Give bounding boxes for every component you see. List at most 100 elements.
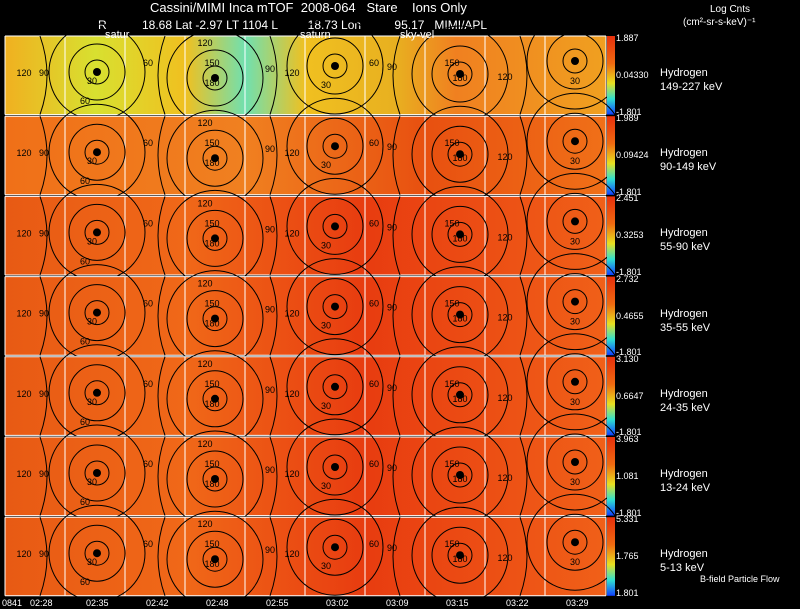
- contour-line: [526, 333, 624, 431]
- contour-label: 120: [497, 553, 512, 563]
- colorbar-max: 5.331: [616, 514, 639, 525]
- saturn-marker: [331, 222, 339, 231]
- contour-label: 90: [265, 305, 275, 315]
- contour-label: 60: [80, 417, 90, 427]
- info-r-label: R: [98, 18, 107, 32]
- saturn-marker: [93, 388, 101, 397]
- saturn-marker: [331, 463, 339, 471]
- contour-label: 60: [80, 337, 90, 347]
- contour-label: 150: [444, 58, 459, 68]
- contour-line: [157, 116, 166, 195]
- units-label-2: (cm²-sr-s-keV)⁻¹: [683, 17, 756, 28]
- contour-label: 150: [204, 539, 219, 549]
- contour-label: 120: [16, 68, 31, 78]
- saturn-marker: [571, 297, 579, 306]
- contour-line: [286, 17, 384, 115]
- contour-line: [286, 418, 384, 516]
- saturn-marker: [211, 154, 219, 163]
- contour-line: [306, 117, 364, 175]
- contour-line: [269, 116, 278, 195]
- contour-line: [431, 125, 489, 183]
- contour-label: 90: [265, 465, 275, 475]
- contour-line: [269, 276, 278, 356]
- contour-label: 150: [444, 138, 459, 148]
- contour-label: 90: [265, 224, 275, 234]
- contour-label: 90: [265, 64, 275, 74]
- colorbar-max: 2.451: [616, 193, 639, 204]
- contour-label: 150: [204, 138, 219, 148]
- contour-line: [202, 225, 228, 251]
- contour-label: 150: [204, 459, 219, 469]
- contour-label: 120: [16, 309, 31, 319]
- contour-line: [431, 366, 489, 424]
- colorbar-mid: 0.4655: [616, 310, 644, 321]
- colorbar-1: [607, 36, 615, 115]
- contour-line: [84, 300, 110, 326]
- x-tick-label: 02:48: [206, 598, 229, 608]
- saturn-marker: [331, 142, 339, 151]
- contour-line: [84, 540, 110, 566]
- contour-line: [519, 276, 528, 356]
- contour-label: 60: [80, 497, 90, 507]
- x-tick-label: 02:35: [86, 598, 109, 608]
- overlay-label: sky-vel: [400, 29, 434, 41]
- contour-label: 150: [204, 58, 219, 68]
- saturn-marker: [211, 74, 219, 82]
- contour-line: [269, 35, 278, 115]
- contour-label: 30: [570, 317, 580, 327]
- contour-label: 150: [444, 299, 459, 309]
- contour-label: 60: [80, 256, 90, 266]
- contour-label: 30: [87, 76, 97, 86]
- contour-label: 60: [369, 299, 379, 309]
- contour-line: [186, 129, 244, 187]
- contour-line: [447, 61, 473, 87]
- contour-line: [39, 436, 48, 516]
- contour-label: 90: [39, 68, 49, 78]
- contour-label: 150: [204, 299, 219, 309]
- contour-line: [186, 530, 244, 588]
- colorbar-mid: 1.081: [616, 471, 639, 481]
- contour-label: 120: [197, 198, 212, 208]
- contour-label: 120: [284, 68, 299, 78]
- contour-line: [392, 436, 401, 516]
- contour-line: [562, 48, 588, 74]
- contour-label: 60: [143, 379, 153, 389]
- contour-label: 30: [321, 401, 331, 411]
- contour-line: [286, 498, 384, 596]
- contour-line: [322, 374, 348, 400]
- contour-line: [526, 92, 624, 190]
- contour-label: 180: [452, 474, 467, 484]
- colorbar-2: [607, 116, 615, 195]
- contour-line: [306, 438, 364, 496]
- contour-line: [166, 510, 264, 608]
- contour-line: [157, 196, 166, 276]
- x-tick-label: 03:15: [446, 598, 469, 608]
- saturn-marker: [456, 310, 464, 319]
- contour-line: [306, 518, 364, 576]
- saturn-marker: [211, 394, 219, 403]
- contour-line: [447, 462, 473, 488]
- contour-line: [186, 209, 244, 267]
- contour-label: 150: [444, 379, 459, 389]
- contour-label: 120: [16, 389, 31, 399]
- contour-label: 180: [452, 73, 467, 83]
- contour-label: 30: [321, 240, 331, 250]
- panel-species-label: Hydrogen: [660, 387, 708, 400]
- contour-label: 60: [143, 218, 153, 228]
- overlay-label: satur: [105, 29, 130, 41]
- saturn-marker: [211, 475, 219, 483]
- contour-label: 30: [570, 397, 580, 407]
- contour-line: [526, 493, 624, 591]
- contour-label: 60: [80, 96, 90, 106]
- contour-label: 120: [197, 439, 212, 449]
- footer-note: B-field Particle Flow: [700, 574, 780, 584]
- contour-label: 120: [497, 313, 512, 323]
- contour-line: [392, 517, 401, 596]
- contour-label: 180: [204, 319, 219, 329]
- colorbar-max: 1.887: [616, 33, 639, 43]
- colorbar-3: [607, 196, 615, 275]
- colorbar-min: -1.801: [616, 507, 642, 518]
- contour-line: [562, 529, 588, 555]
- colorbar-mid: 0.3253: [616, 230, 644, 241]
- contour-label: 30: [321, 160, 331, 170]
